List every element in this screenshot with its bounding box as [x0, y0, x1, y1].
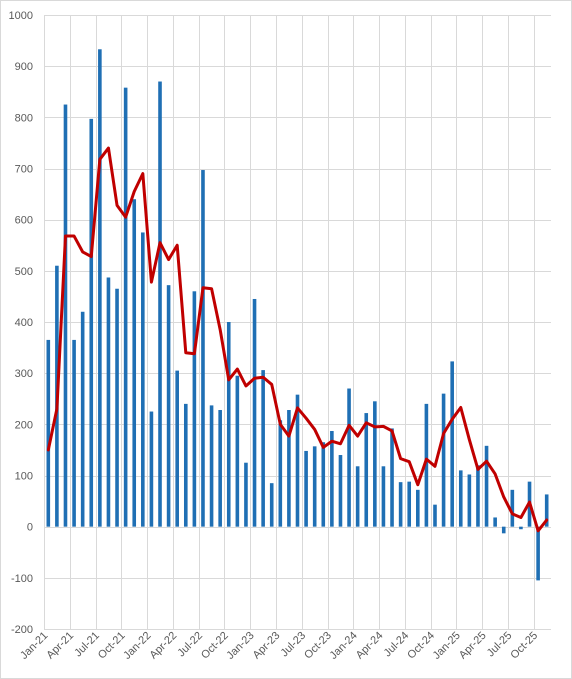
bar	[89, 118, 94, 527]
bar	[304, 450, 308, 527]
y-tick-label: 800	[15, 112, 33, 124]
y-tick-label: 200	[15, 419, 33, 431]
bar	[458, 470, 463, 527]
bar	[72, 339, 76, 527]
bar	[183, 403, 188, 527]
line-trace	[46, 146, 549, 533]
bar	[390, 428, 394, 527]
bar	[493, 517, 497, 527]
y-tick-label: 0	[27, 522, 33, 534]
bar	[364, 413, 369, 527]
bar	[63, 104, 68, 527]
bar	[330, 430, 334, 527]
y-tick-label: 400	[15, 317, 33, 329]
bar	[218, 410, 222, 527]
bar	[407, 481, 412, 527]
bar	[235, 375, 240, 527]
line-series	[46, 146, 549, 533]
y-tick-label: 700	[15, 164, 33, 176]
y-tick-label: -200	[11, 624, 33, 636]
bar	[278, 420, 283, 527]
bar	[312, 446, 317, 527]
bar	[80, 311, 85, 527]
bar	[484, 445, 489, 527]
bar	[519, 526, 523, 530]
bar	[123, 87, 128, 527]
bar	[201, 170, 205, 527]
bar	[433, 504, 437, 527]
bar	[355, 466, 360, 527]
bar	[373, 401, 377, 527]
bar	[424, 403, 429, 527]
bar	[209, 405, 214, 527]
bar	[398, 482, 403, 527]
bar	[467, 474, 472, 527]
bar	[295, 394, 300, 527]
y-tick-label: 600	[15, 215, 33, 227]
bar	[46, 339, 51, 527]
bar	[244, 462, 248, 527]
bar	[450, 361, 454, 527]
y-tick-label: 300	[15, 368, 33, 380]
bar	[166, 285, 171, 527]
bar	[98, 49, 102, 527]
bar	[269, 483, 274, 527]
bar	[381, 466, 386, 527]
bar	[287, 410, 291, 527]
bar	[106, 277, 111, 527]
bar	[192, 291, 197, 527]
bar	[347, 388, 351, 527]
bar	[321, 442, 326, 527]
bar	[544, 494, 549, 527]
bar-series	[46, 49, 549, 581]
bar	[226, 322, 231, 527]
bar	[536, 526, 540, 581]
bar	[416, 489, 420, 527]
bar	[510, 489, 515, 527]
bar	[338, 455, 343, 527]
y-tick-label: 500	[15, 266, 33, 278]
bar	[158, 81, 162, 527]
gridlines	[44, 15, 551, 630]
bar	[441, 393, 446, 527]
bar	[252, 298, 257, 527]
bar	[115, 288, 119, 527]
y-tick-label: 1000	[9, 10, 33, 22]
bar	[132, 199, 137, 527]
bar	[501, 526, 506, 534]
bar	[175, 370, 179, 527]
y-tick-label: 100	[15, 471, 33, 483]
bar	[141, 232, 145, 527]
bar	[476, 465, 480, 527]
bar	[261, 370, 265, 527]
bar	[149, 411, 154, 527]
y-tick-label: -100	[11, 573, 33, 585]
y-tick-label: 900	[15, 61, 33, 73]
